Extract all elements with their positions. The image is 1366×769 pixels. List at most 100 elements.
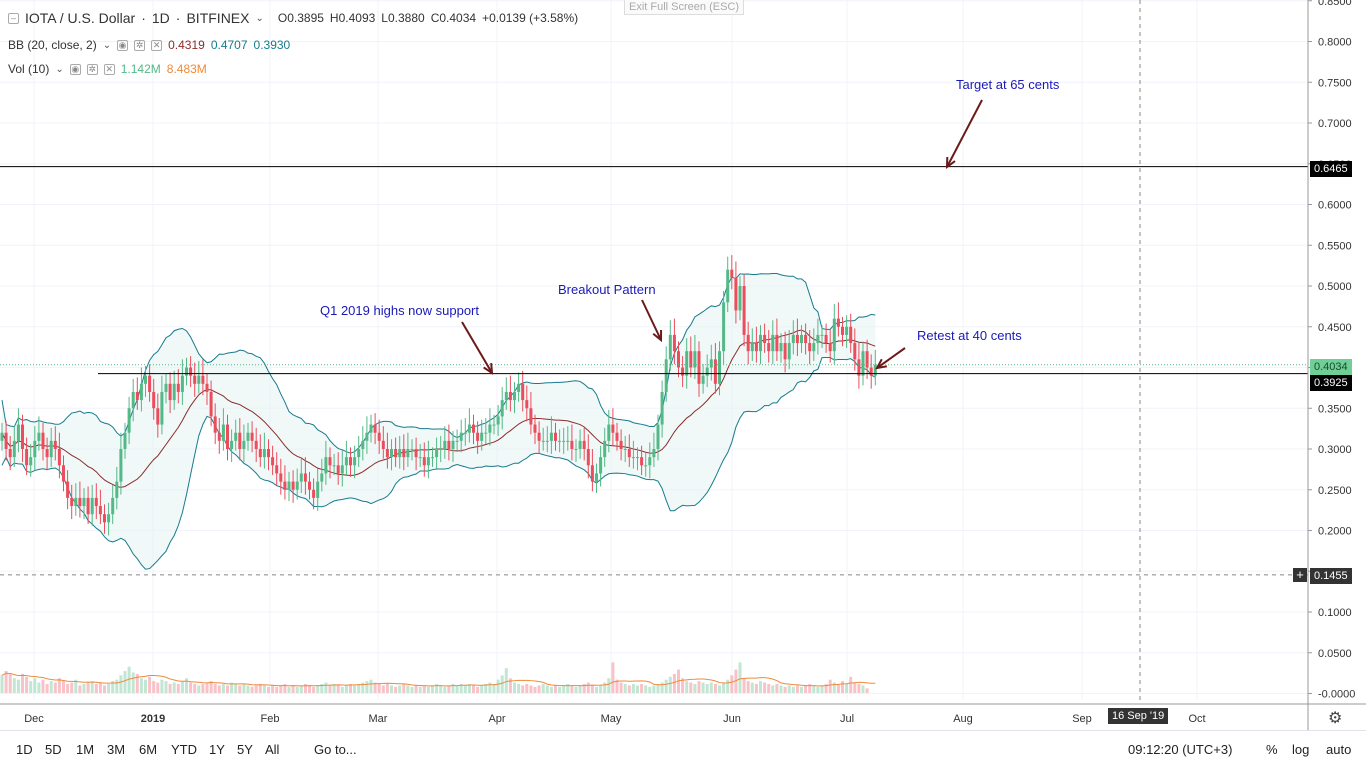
- auto-toggle[interactable]: auto: [1326, 742, 1352, 757]
- annotations[interactable]: Target at 65 cents Q1 2019 highs now supp…: [320, 77, 1060, 375]
- volume-bar: [16, 679, 20, 693]
- candle-body: [656, 424, 660, 449]
- goto-button[interactable]: Go to...: [314, 742, 357, 757]
- volume-bar: [459, 684, 463, 693]
- candle-body: [340, 465, 344, 474]
- candle-body: [677, 351, 680, 368]
- chevron-down-icon[interactable]: ⌄: [55, 63, 64, 75]
- candle-body: [238, 432, 242, 449]
- volume-bar: [763, 682, 767, 693]
- volume-bar: [209, 681, 213, 693]
- candle-body: [619, 440, 623, 449]
- log-toggle[interactable]: log: [1292, 742, 1310, 757]
- volume-bars: [0, 662, 876, 693]
- symbol-title[interactable]: IOTA / U.S. Dollar: [25, 10, 136, 26]
- candle-body: [250, 432, 254, 441]
- price-tick-label: 0.4500: [1318, 322, 1352, 334]
- close-icon[interactable]: ✕: [151, 39, 163, 51]
- annotation-arrow: [461, 321, 493, 374]
- candle-body: [771, 334, 775, 352]
- volume-bar: [230, 682, 234, 693]
- clock[interactable]: 09:12:20 (UTC+3): [1128, 742, 1233, 757]
- price-tick-label: 0.7000: [1318, 118, 1352, 130]
- gear-icon[interactable]: ✲: [134, 39, 146, 51]
- range-6m[interactable]: 6M: [139, 742, 158, 757]
- candle-body: [472, 424, 475, 433]
- candle-body: [287, 481, 291, 490]
- volume-bar: [246, 685, 250, 693]
- volume-bar: [25, 676, 29, 693]
- range-5y[interactable]: 5Y: [237, 742, 253, 757]
- bb-legend: BB (20, close, 2) ⌄ ◉ ✲ ✕ 0.4319 0.4707 …: [8, 38, 290, 52]
- volume-bar: [455, 685, 459, 693]
- volume-bar: [533, 686, 537, 693]
- volume-bar: [123, 671, 127, 693]
- volume-bar: [566, 684, 570, 693]
- volume-bar: [103, 685, 106, 693]
- exit-fullscreen-button[interactable]: Exit Full Screen (ESC): [624, 0, 745, 15]
- candle-body: [447, 440, 451, 449]
- volume-bar: [549, 686, 553, 693]
- candle-body: [685, 351, 689, 376]
- range-3m[interactable]: 3M: [107, 742, 126, 757]
- range-ytd[interactable]: YTD: [171, 742, 197, 757]
- eye-icon[interactable]: ◉: [69, 63, 81, 75]
- volume-bar: [849, 676, 853, 693]
- gear-icon[interactable]: ✲: [86, 63, 98, 75]
- range-1d[interactable]: 1D: [16, 742, 33, 757]
- volume-bar: [205, 682, 209, 693]
- gear-icon[interactable]: ⚙: [1328, 710, 1343, 727]
- candle-body: [816, 334, 820, 344]
- range-1m[interactable]: 1M: [76, 742, 95, 757]
- candle-body: [529, 408, 533, 425]
- time-tick-label: 2019: [141, 713, 165, 725]
- volume-bar: [234, 684, 238, 693]
- volume-bar: [615, 679, 619, 693]
- eye-icon[interactable]: ◉: [117, 39, 129, 51]
- candle-body: [713, 359, 717, 384]
- candle-body: [279, 473, 283, 482]
- candle-body: [37, 432, 41, 441]
- close-icon[interactable]: ✕: [103, 63, 115, 75]
- volume-bar: [131, 672, 135, 693]
- volume-bar: [254, 685, 258, 693]
- price-chart[interactable]: Target at 65 cents Q1 2019 highs now supp…: [0, 0, 1366, 730]
- volume-bar: [369, 679, 373, 693]
- candle-body: [377, 432, 381, 441]
- volume-bar: [226, 685, 229, 693]
- chevron-down-icon[interactable]: ⌄: [255, 12, 264, 24]
- candle-body: [631, 457, 635, 459]
- volume-bar: [242, 684, 246, 693]
- collapse-icon[interactable]: –: [8, 12, 19, 24]
- bb-upper-line: [1, 272, 876, 454]
- vol-label[interactable]: Vol (10): [8, 62, 50, 76]
- volume-bar: [693, 684, 697, 693]
- interval-label[interactable]: 1D: [151, 10, 170, 26]
- plus-icon[interactable]: +: [1293, 568, 1307, 582]
- candle-body: [119, 449, 123, 482]
- volume-bar: [709, 682, 713, 693]
- candle-body: [562, 440, 566, 442]
- volume-bar: [111, 681, 115, 693]
- volume-bar: [627, 685, 631, 693]
- volume-bar: [656, 684, 660, 693]
- volume-bar: [238, 685, 242, 693]
- candle-body: [312, 489, 316, 498]
- chevron-down-icon[interactable]: ⌄: [102, 39, 112, 51]
- volume-bar: [451, 684, 455, 693]
- price-tick-label: 0.3500: [1318, 403, 1352, 415]
- volume-bar: [644, 685, 648, 693]
- candle-body: [283, 481, 287, 490]
- volume-bar: [595, 686, 598, 693]
- range-5d[interactable]: 5D: [45, 742, 62, 757]
- range-1y[interactable]: 1Y: [209, 742, 225, 757]
- bb-label[interactable]: BB (20, close, 2): [8, 38, 97, 52]
- candle-body: [234, 432, 238, 441]
- horizontal-lines[interactable]: [0, 166, 1308, 375]
- volume-bar: [480, 685, 484, 693]
- volume-bar: [521, 685, 525, 693]
- candle-body: [361, 440, 365, 449]
- percent-toggle[interactable]: %: [1266, 742, 1278, 757]
- range-all[interactable]: All: [265, 742, 280, 757]
- candle-body: [476, 432, 480, 441]
